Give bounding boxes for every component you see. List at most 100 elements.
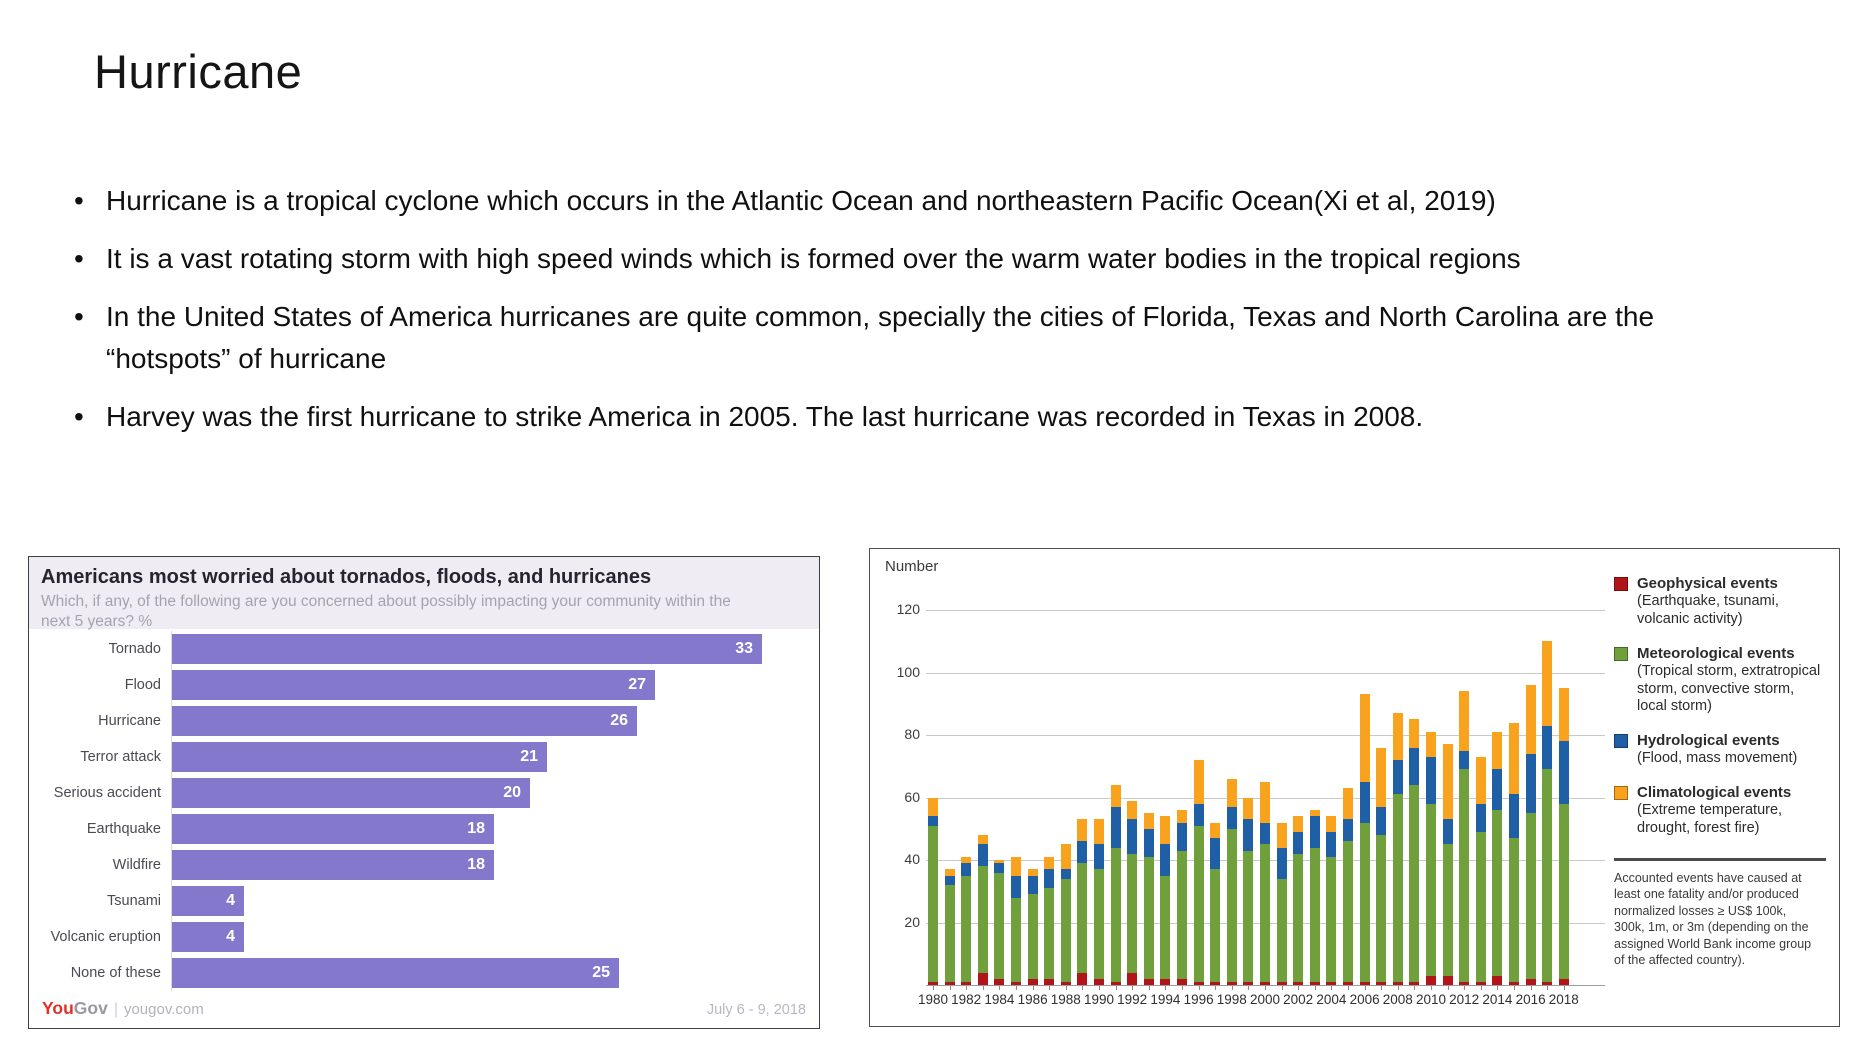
x-axis-line — [926, 985, 1605, 986]
bar-segment — [1160, 875, 1171, 979]
bar-segment — [1492, 731, 1503, 770]
legend-series-name: Hydrological events — [1637, 732, 1780, 750]
x-axis-tick — [1563, 986, 1565, 990]
legend-item: Geophysical events (Earthquake, tsunami, … — [1614, 575, 1826, 629]
bar-segment — [1475, 803, 1486, 832]
x-axis-tick — [1281, 986, 1283, 990]
x-tick-label: 1996 — [1183, 992, 1214, 1007]
bar-segment — [1392, 981, 1403, 985]
category-label: Wildfire — [112, 857, 161, 873]
category-bar: 18 — [172, 850, 494, 880]
bar-segment — [1226, 981, 1237, 985]
legend-series-name: Climatological events — [1637, 784, 1792, 802]
bar-segment — [1293, 981, 1304, 985]
bar-segment — [1210, 869, 1221, 982]
x-axis-tick — [1480, 986, 1482, 990]
bar-segment — [1260, 981, 1270, 985]
bar-segment — [1143, 813, 1154, 829]
bar-segment — [928, 816, 938, 826]
x-axis-tick — [1331, 986, 1333, 990]
legend-item: Meteorological events (Tropical storm, ex… — [1614, 645, 1826, 716]
bar-segment — [1243, 797, 1254, 820]
legend-text: Meteorological events (Tropical storm, ex… — [1637, 645, 1826, 716]
x-tick-label: 2012 — [1449, 992, 1480, 1007]
bar-segment — [994, 872, 1005, 979]
x-tick-label: 2008 — [1382, 992, 1413, 1007]
bar-segment — [1492, 975, 1503, 985]
bar-segment — [1160, 816, 1171, 845]
x-axis-tick — [1497, 986, 1499, 990]
bar-segment — [1558, 688, 1569, 742]
bar-segment — [1359, 781, 1370, 823]
bar-segment — [1011, 856, 1021, 876]
bar-segment — [1392, 713, 1403, 760]
bar-segment — [944, 869, 955, 876]
bar-segment — [1542, 641, 1553, 726]
bar-segment — [1442, 744, 1453, 820]
bar-segment — [1376, 747, 1387, 807]
chart-bar-row: Tsunami 4 — [29, 883, 813, 919]
bullet-list: Hurricane is a tropical cyclone which oc… — [72, 180, 1772, 454]
bar-track: 27 — [171, 667, 813, 703]
worry-chart-subtitle: Which, if any, of the following are you … — [41, 593, 731, 630]
bar-segment — [1060, 844, 1071, 870]
x-tick-label: 2000 — [1249, 992, 1281, 1007]
x-axis-tick — [1265, 986, 1266, 990]
bar-segment — [1509, 794, 1519, 839]
bar-track: 18 — [171, 811, 813, 847]
x-axis-tick — [1065, 986, 1067, 990]
chart-bar-row: Tornado 33 — [29, 631, 813, 667]
x-axis-tick — [933, 986, 934, 990]
bar-segment — [1127, 800, 1138, 820]
bar-segment — [1276, 878, 1287, 982]
bar-segment — [944, 885, 955, 982]
bar-segment — [977, 972, 988, 985]
bar-segment — [994, 860, 1005, 864]
x-axis-tick — [1547, 986, 1549, 990]
bar-segment — [1509, 838, 1519, 982]
bar-track: 33 — [171, 631, 813, 667]
chart-bar-row: Wildfire 18 — [29, 847, 813, 883]
legend-series-detail: (Tropical storm, extratropical storm, co… — [1637, 662, 1821, 715]
bar-value-label: 18 — [467, 856, 485, 873]
bar-segment — [1459, 691, 1470, 751]
chart-bar-row: Flood 27 — [29, 667, 813, 703]
bar-segment — [1343, 819, 1353, 842]
bar-segment — [1475, 831, 1486, 982]
category-label: Terror attack — [80, 749, 161, 765]
category-label: Flood — [124, 677, 161, 693]
bar-segment — [1243, 819, 1254, 851]
legend-swatch — [1614, 646, 1628, 661]
page-title: Hurricane — [94, 45, 303, 98]
bar-segment — [1293, 816, 1304, 832]
x-tick-label: 1988 — [1050, 992, 1081, 1007]
bar-segment — [1276, 981, 1287, 985]
bar-segment — [1442, 844, 1453, 976]
worry-chart-footer: YouGov | yougov.com July 6 - 9, 2018 — [42, 998, 806, 1019]
bar-segment — [1276, 847, 1287, 879]
bar-segment — [1492, 810, 1503, 976]
gridline — [926, 610, 1605, 611]
yougov-logo-gov: Gov — [73, 998, 108, 1018]
bar-segment — [1160, 978, 1171, 985]
category-bar: 25 — [172, 958, 619, 988]
bar-segment — [1309, 847, 1320, 982]
legend-text: Hydrological events (Flood, mass movement… — [1637, 732, 1797, 768]
x-tick-label: 2016 — [1515, 992, 1546, 1007]
bar-segment — [1011, 897, 1021, 982]
bar-track: 21 — [171, 739, 813, 775]
x-tick-label: 1980 — [917, 992, 949, 1007]
category-bar: 33 — [172, 634, 762, 664]
worry-chart-header: Americans most worried about tornados, f… — [29, 557, 819, 630]
bar-segment — [1293, 831, 1304, 854]
bar-segment — [1260, 844, 1270, 982]
bar-segment — [1359, 694, 1370, 782]
bar-segment — [1392, 760, 1403, 795]
bar-segment — [1426, 756, 1436, 804]
bar-segment — [1558, 741, 1569, 804]
bar-track: 4 — [171, 919, 813, 955]
category-label: Serious accident — [53, 785, 161, 801]
x-tick-label: 1984 — [984, 992, 1015, 1007]
bar-segment — [1409, 747, 1420, 785]
bar-segment — [1143, 828, 1154, 857]
